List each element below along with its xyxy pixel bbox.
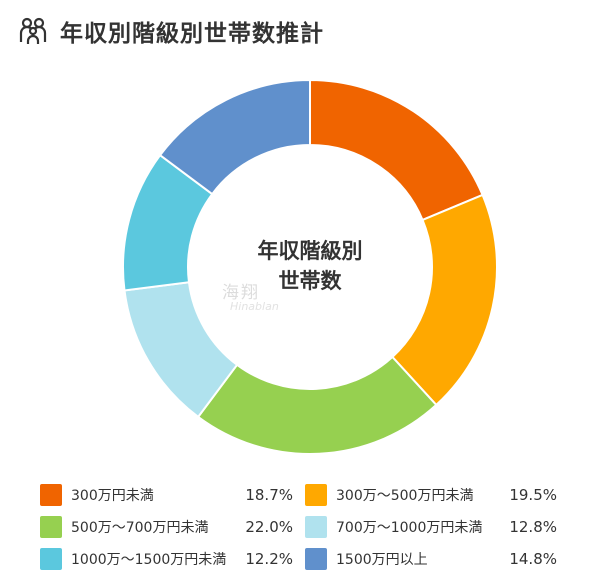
legend-value: 12.2% [245, 550, 293, 568]
legend-item-3: 500万～700万円未満 22.0% [40, 514, 293, 540]
donut-slice-6[interactable] [158, 78, 311, 196]
donut-chart-area [122, 78, 498, 455]
center-label-line1: 年収階級別 [257, 239, 363, 263]
legend-item-4: 700万～1000万円未満 12.8% [305, 514, 557, 540]
legend-swatch [40, 516, 62, 538]
center-label-line2: 世帯数 [278, 269, 342, 293]
donut-chart [122, 78, 498, 455]
legend-item-2: 300万～500万円未満 19.5% [305, 482, 557, 508]
legend-swatch [305, 548, 327, 570]
legend-swatch [305, 516, 327, 538]
donut-center-label: 年収階級別 世帯数 [195, 236, 425, 296]
watermark: 海翔 [222, 283, 260, 303]
donut-slice-1[interactable] [309, 78, 484, 222]
legend-item-1: 300万円未満 18.7% [40, 482, 293, 508]
chart-header: 年収別階級別世帯数推計 [18, 14, 324, 48]
legend-value: 12.8% [509, 518, 557, 536]
people-group-icon [19, 17, 47, 44]
donut-slice-3[interactable] [196, 355, 438, 455]
legend-value: 22.0% [245, 518, 293, 536]
legend-swatch [40, 484, 62, 506]
legend-label: 300万～500万円未満 [336, 488, 474, 504]
legend-label: 1000万～1500万円未満 [71, 552, 227, 568]
legend-value: 14.8% [509, 550, 557, 568]
legend-label: 500万～700万円未満 [71, 520, 209, 536]
legend-value: 18.7% [245, 486, 293, 504]
legend-label: 300万円未満 [71, 488, 154, 504]
legend-swatch [40, 548, 62, 570]
chart-title: 年収別階級別世帯数推計 [60, 21, 324, 47]
legend-value: 19.5% [509, 486, 557, 504]
legend-swatch [305, 484, 327, 506]
legend-item-5: 1000万～1500万円未満 12.2% [40, 546, 293, 572]
legend-label: 1500万円以上 [336, 552, 428, 568]
legend-label: 700万～1000万円未満 [336, 520, 483, 536]
legend-item-6: 1500万円以上 14.8% [305, 546, 557, 572]
watermark-sub: Hinablan [230, 300, 279, 313]
